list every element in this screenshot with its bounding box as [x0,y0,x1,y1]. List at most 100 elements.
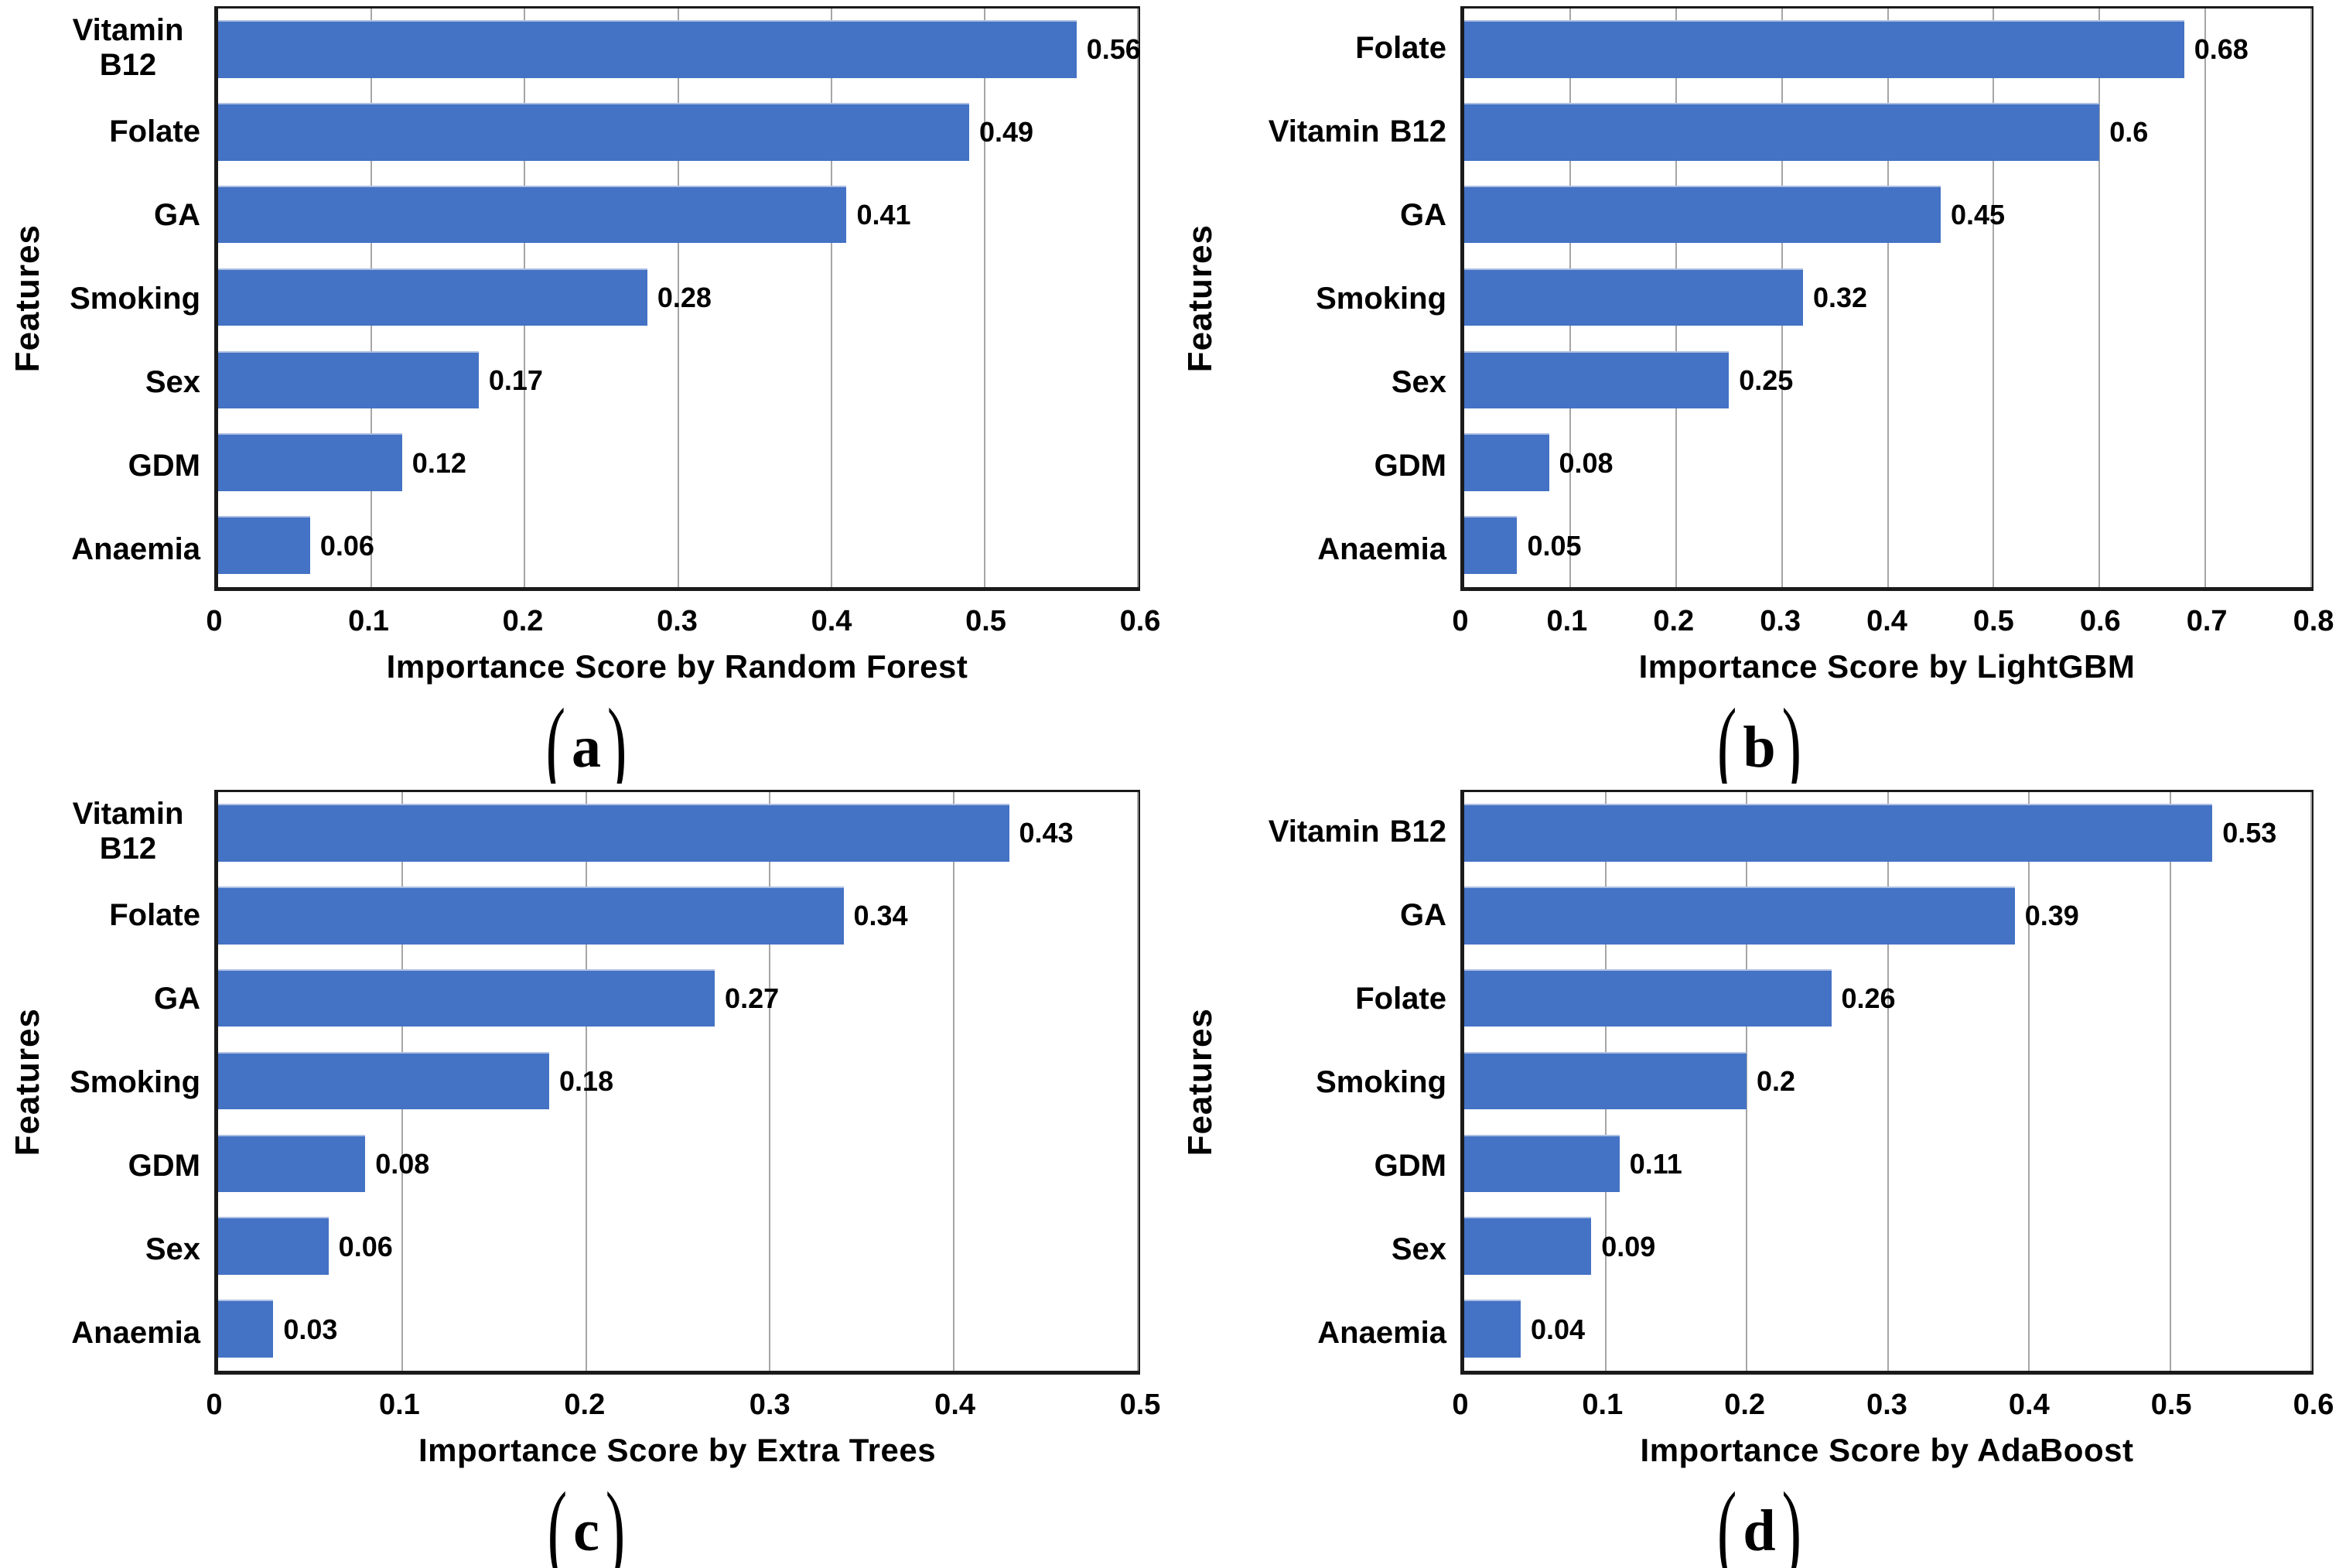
caption-letter: d [1743,1498,1776,1563]
bar-row: 0.39 [1464,875,2311,958]
bar-value-label: 0.28 [657,282,712,313]
bar [1464,104,2100,161]
category-label-text: Folate [109,114,200,149]
plot-area: 0.56 0.49 0.41 0.28 0.17 0.12 0.06 [214,6,1141,591]
x-tick-label: 0.3 [657,605,698,637]
x-axis-title: Importance Score by Random Forest [386,648,968,685]
category-label: Vitamin B12 [1228,790,1446,873]
category-label-text: Folate [109,897,200,932]
x-tick-label: 0 [1452,605,1469,637]
plot-area: 0.43 0.34 0.27 0.18 0.08 0.06 0.03 [214,790,1140,1375]
bar [218,518,310,574]
category-label-text: Anaemia [1317,1315,1446,1350]
plot-area: 0.53 0.39 0.26 0.2 0.11 0.09 0.04 [1460,790,2314,1375]
bar-value-label: 0.06 [319,529,374,562]
category-label: Sex [1228,340,1446,424]
bar-value-label: 0.17 [488,364,543,396]
category-label-text: GA [154,981,200,1016]
bar [1464,352,1730,409]
category-label-text: GA [154,197,200,232]
bar [218,805,1009,862]
category-label-text: Anaemia [71,531,200,566]
chart-panel: Features Vitamin B12 GA Folate Smoking GDM Se… [1173,784,2346,1568]
category-label-text: GDM [128,1148,200,1183]
x-tick-label: 0.4 [934,1389,976,1421]
bar [1464,269,1803,326]
bar [218,1301,274,1358]
chart-caption: (c) [0,1477,1173,1568]
y-axis-title-column: Features [1173,6,1228,591]
bar [218,435,402,492]
bar [1464,970,1832,1027]
axis-spacer [0,1432,214,1469]
category-label: GA [56,173,200,257]
x-tick-label: 0.4 [811,605,852,637]
bar-row: 0.49 [218,91,1138,174]
category-label: GDM [56,424,200,507]
x-tick-label: 0.5 [2150,1389,2192,1421]
x-axis-title-row: Importance Score by AdaBoost [1173,1432,2346,1469]
category-label-text: Anaemia [1317,531,1446,566]
chart-panel: Features Vitamin B12 Folate GA Smoking GDM Se… [0,784,1173,1568]
chart-caption: (a) [0,693,1173,784]
category-label-text: Sex [1391,1232,1446,1266]
category-label-text: Anaemia [71,1315,200,1350]
category-label: Sex [56,1208,200,1291]
category-label: GA [56,957,200,1040]
bar-row: 0.26 [1464,958,2311,1040]
bar-row: 0.08 [218,1122,1138,1205]
bar-row: 0.2 [1464,1040,2311,1123]
chart-caption: (b) [1173,693,2346,784]
x-axis-title: Importance Score by Extra Trees [418,1432,937,1468]
bar-row: 0.08 [1464,422,2311,504]
bar-layer: 0.68 0.6 0.45 0.32 0.25 0.08 0.05 [1464,9,2311,587]
y-axis-title: Features [1181,224,1219,373]
bar-row: 0.41 [218,174,1138,257]
gridline [830,9,832,587]
axis-spacer [0,648,214,685]
caption-close-paren: ) [605,1471,626,1568]
x-tick-label: 0 [206,1389,223,1421]
bar [1464,887,2015,945]
category-label-text: GDM [1374,1148,1446,1183]
category-label-text: GA [1400,197,1446,232]
bar [1464,518,1518,574]
axis-spacer [0,591,214,648]
x-tick-label: 0.5 [1972,605,2014,637]
x-tick-label: 0.3 [749,1389,791,1421]
bar-row: 0.68 [1464,9,2311,91]
bar-value-label: 0.43 [1019,817,1074,849]
bar [1464,1136,1620,1193]
category-label: GA [1228,173,1446,257]
category-label: GA [1228,873,1446,957]
caption-close-paren: ) [1781,687,1801,784]
bar [218,1218,329,1276]
bar-layer: 0.56 0.49 0.41 0.28 0.17 0.12 0.06 [218,9,1141,587]
axis-spacer [1173,1375,1460,1432]
category-label: Smoking [1228,1040,1446,1124]
bar-row: 0.27 [218,958,1138,1040]
x-tick-label: 0.5 [1119,1389,1161,1421]
x-tick-label: 0.5 [965,605,1006,637]
x-axis-title-area: Importance Score by AdaBoost [1460,1432,2314,1469]
category-label-column: Vitamin B12 GA Folate Smoking GDM Sex Anaemia [1228,790,1460,1375]
category-label: Folate [56,873,200,957]
bar-row: 0.34 [218,875,1138,958]
x-axis-tick-row: 0 0.1 0.2 0.3 0.4 0.5 [0,1375,1173,1432]
chart-body: Features Vitamin B12 GA Folate Smoking GDM Se… [1173,790,2346,1375]
x-axis-ticks: 0 0.1 0.2 0.3 0.4 0.5 [206,1375,1160,1432]
gridline [983,9,985,587]
category-label-text: GDM [1374,448,1446,483]
category-label-column: Vitamin B12 Folate GA Smoking Sex GDM Anaemia [56,6,214,591]
caption-open-paren: ( [545,687,565,784]
x-tick-label: 0 [206,605,223,637]
bar-layer: 0.43 0.34 0.27 0.18 0.08 0.06 0.03 [218,792,1138,1371]
x-tick-label: 0.4 [2008,1389,2050,1421]
y-axis-title-column: Features [0,790,56,1375]
bar-row: 0.05 [1464,504,2311,587]
category-label: GDM [56,1124,200,1208]
x-axis-title-area: Importance Score by Extra Trees [214,1432,1140,1469]
gridline [2098,9,2101,587]
bar [1464,1053,1747,1110]
gridline [2169,792,2171,1371]
